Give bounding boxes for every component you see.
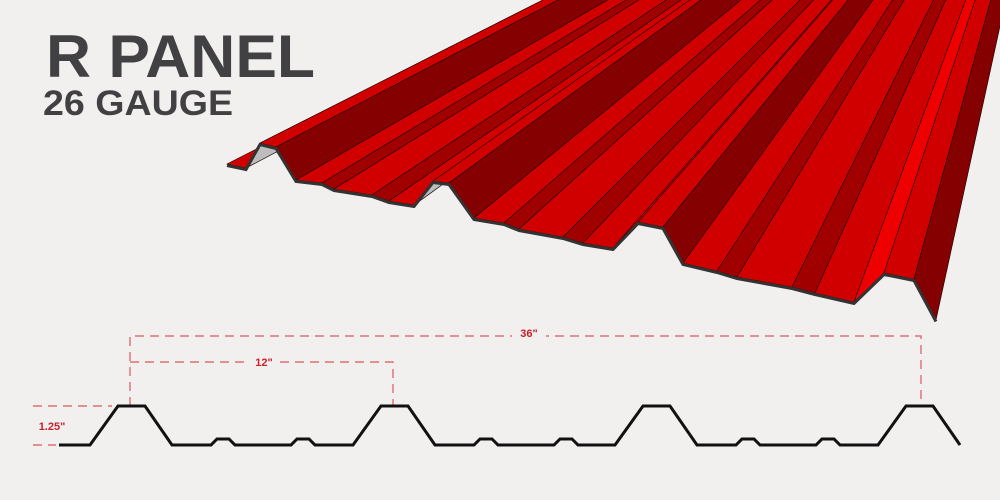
product-title: R PANEL: [46, 23, 315, 90]
dimension-label-1-25: 1.25": [39, 421, 66, 433]
dimension-rib-spacing: 12": [130, 356, 394, 406]
panel-3d-illustration: [226, 0, 1000, 323]
panel-front-edge: [226, 142, 938, 323]
dimension-label-12: 12": [255, 357, 272, 369]
dimension-overall: 36": [129, 328, 922, 406]
dimension-line-36: [129, 335, 922, 406]
panel-profile-cross-section: [59, 404, 962, 447]
dimension-label-36: 36": [520, 328, 537, 340]
dimension-rib-height: 1.25": [33, 405, 112, 446]
product-gauge: 26 GAUGE: [43, 84, 233, 123]
dimension-line-12: [130, 361, 394, 406]
